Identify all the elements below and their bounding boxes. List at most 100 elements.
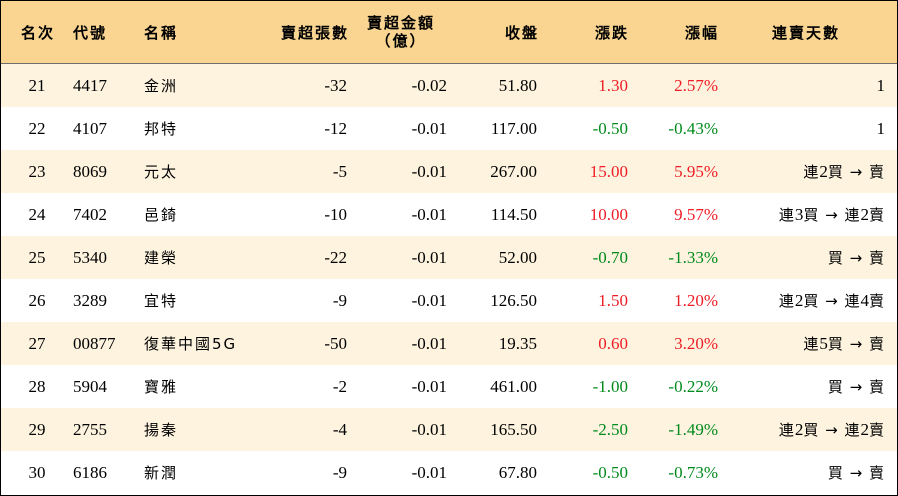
table-row: 30 6186 新潤 -9 -0.01 67.80 -0.50 -0.73% 買 → 賣 bbox=[1, 451, 897, 494]
name-cell: 宜特 bbox=[144, 292, 179, 310]
table-row: 24 7402 邑錡 -10 -0.01 114.50 10.00 9.57% 連 3 買 → … bbox=[1, 193, 897, 236]
code-cell: 4417 bbox=[73, 75, 107, 95]
code-cell: 8069 bbox=[73, 161, 107, 181]
streak-part: 買 → 賣 bbox=[827, 249, 885, 267]
sell-volume-cell: -4 bbox=[332, 419, 347, 439]
rank-cell: 30 bbox=[28, 462, 46, 482]
table-row: 29 2755 揚秦 -4 -0.01 165.50 -2.50 -1.49% 連 2 買 → … bbox=[1, 408, 897, 451]
sell-volume-cell: -12 bbox=[324, 118, 347, 138]
header-change-pct: 漲幅 bbox=[684, 23, 719, 42]
rank-cell: 28 bbox=[28, 376, 46, 396]
rank-cell: 21 bbox=[28, 75, 46, 95]
code-cell: 4107 bbox=[73, 118, 107, 138]
sell-volume-cell: -9 bbox=[332, 462, 347, 482]
sell-amount-cell: -0.01 bbox=[411, 419, 447, 439]
close-cell: 267.00 bbox=[490, 161, 537, 181]
streak-part: 1 bbox=[876, 118, 886, 138]
change-pct-cell: -1.33% bbox=[668, 247, 718, 267]
sell-amount-cell: -0.01 bbox=[411, 247, 447, 267]
code-cell: 2755 bbox=[73, 419, 107, 439]
change-pct-cell: 5.95% bbox=[674, 161, 718, 181]
close-cell: 52.00 bbox=[498, 247, 537, 267]
name-cell: 建榮 bbox=[144, 249, 179, 267]
sell-amount-cell: -0.01 bbox=[411, 204, 447, 224]
sell-amount-cell: -0.01 bbox=[411, 462, 447, 482]
code-cell: 5340 bbox=[73, 247, 107, 267]
table-row: 25 5340 建榮 -22 -0.01 52.00 -0.70 -1.33% 買 → 賣 bbox=[1, 236, 897, 279]
table-row: 22 4107 邦特 -12 -0.01 117.00 -0.50 -0.43% 1 bbox=[1, 107, 897, 150]
header-sell-amount: 賣超金額 （億） bbox=[356, 1, 446, 63]
change-cell: 1.50 bbox=[598, 290, 628, 310]
streak-part: 賣 bbox=[868, 292, 885, 310]
streak-part: 買 → 連 bbox=[803, 206, 861, 224]
streak-part: 連 bbox=[778, 292, 795, 310]
code-cell: 00877 bbox=[73, 333, 116, 353]
streak-part: 買 → 賣 bbox=[827, 163, 885, 181]
streak-part: 1 bbox=[876, 75, 886, 95]
sell-volume-cell: -10 bbox=[324, 204, 347, 224]
streak-cell: 買 → 賣 bbox=[721, 236, 885, 279]
header-sell-volume: 賣超張數 bbox=[280, 23, 349, 42]
sell-amount-cell: -0.01 bbox=[411, 376, 447, 396]
name-cell: 揚秦 bbox=[144, 421, 179, 439]
change-pct-cell: -0.73% bbox=[668, 462, 718, 482]
table-row: 28 5904 寶雅 -2 -0.01 461.00 -1.00 -0.22% 買 → 賣 bbox=[1, 365, 897, 408]
change-pct-cell: 3.20% bbox=[674, 333, 718, 353]
header-change: 漲跌 bbox=[594, 23, 629, 42]
name-cell: 元太 bbox=[144, 163, 179, 181]
change-cell: 15.00 bbox=[589, 161, 628, 181]
header-rank: 名次 bbox=[20, 23, 55, 42]
sell-volume-cell: -2 bbox=[332, 376, 347, 396]
streak-part: 連 bbox=[803, 335, 820, 353]
streak-cell: 連 2 買 → 賣 bbox=[721, 150, 885, 193]
change-cell: -1.00 bbox=[592, 376, 628, 396]
name-cell: 寶雅 bbox=[144, 378, 179, 396]
streak-part: 連 bbox=[778, 206, 795, 224]
name-cell: 金洲 bbox=[144, 77, 179, 95]
table-row: 21 4417 金洲 -32 -0.02 51.80 1.30 2.57% 1 bbox=[1, 64, 897, 107]
streak-part: 2 bbox=[794, 419, 804, 439]
rank-cell: 26 bbox=[28, 290, 46, 310]
rank-cell: 29 bbox=[28, 419, 46, 439]
streak-part: 2 bbox=[860, 419, 869, 439]
streak-part: 賣 bbox=[868, 421, 885, 439]
streak-cell: 連 3 買 → 連 2 賣 bbox=[721, 193, 885, 236]
close-cell: 114.50 bbox=[490, 204, 537, 224]
sell-amount-cell: -0.02 bbox=[411, 75, 447, 95]
sell-amount-cell: -0.01 bbox=[411, 161, 447, 181]
table-header: 名次 代號 名稱 賣超張數 賣超金額 （億） 收盤 漲跌 漲幅 連賣天數 bbox=[1, 1, 897, 64]
rank-cell: 22 bbox=[28, 118, 46, 138]
change-pct-cell: -0.22% bbox=[668, 376, 718, 396]
rank-cell: 23 bbox=[28, 161, 46, 181]
sell-volume-cell: -50 bbox=[324, 333, 347, 353]
name-cell: 邑錡 bbox=[144, 206, 179, 224]
close-cell: 165.50 bbox=[490, 419, 537, 439]
table-row: 23 8069 元太 -5 -0.01 267.00 15.00 5.95% 連 2 買 → 賣 bbox=[1, 150, 897, 193]
streak-part: 4 bbox=[860, 290, 869, 310]
change-cell: 1.30 bbox=[598, 75, 628, 95]
table-row: 27 00877 復華中國5G -50 -0.01 19.35 0.60 3.20% 連 5 買… bbox=[1, 322, 897, 365]
change-cell: -0.70 bbox=[592, 247, 628, 267]
sell-amount-cell: -0.01 bbox=[411, 290, 447, 310]
header-sell-amount-unit: （億） bbox=[375, 32, 427, 50]
rank-cell: 27 bbox=[28, 333, 46, 353]
streak-part: 3 bbox=[794, 204, 804, 224]
header-close: 收盤 bbox=[504, 23, 539, 42]
rank-cell: 25 bbox=[28, 247, 46, 267]
close-cell: 461.00 bbox=[490, 376, 537, 396]
table-body: 21 4417 金洲 -32 -0.02 51.80 1.30 2.57% 1 22 4107 邦特 -… bbox=[1, 64, 897, 494]
streak-part: 2 bbox=[819, 161, 828, 181]
streak-part: 買 → 賣 bbox=[827, 335, 885, 353]
change-pct-cell: 9.57% bbox=[674, 204, 718, 224]
name-cell: 新潤 bbox=[144, 464, 179, 482]
sell-volume-cell: -22 bbox=[324, 247, 347, 267]
streak-cell: 買 → 賣 bbox=[721, 365, 885, 408]
header-code: 代號 bbox=[73, 23, 108, 42]
sell-volume-cell: -32 bbox=[324, 75, 347, 95]
name-cell: 邦特 bbox=[144, 120, 179, 138]
change-pct-cell: -1.49% bbox=[668, 419, 718, 439]
rank-cell: 24 bbox=[28, 204, 46, 224]
close-cell: 126.50 bbox=[490, 290, 537, 310]
close-cell: 19.35 bbox=[498, 333, 537, 353]
